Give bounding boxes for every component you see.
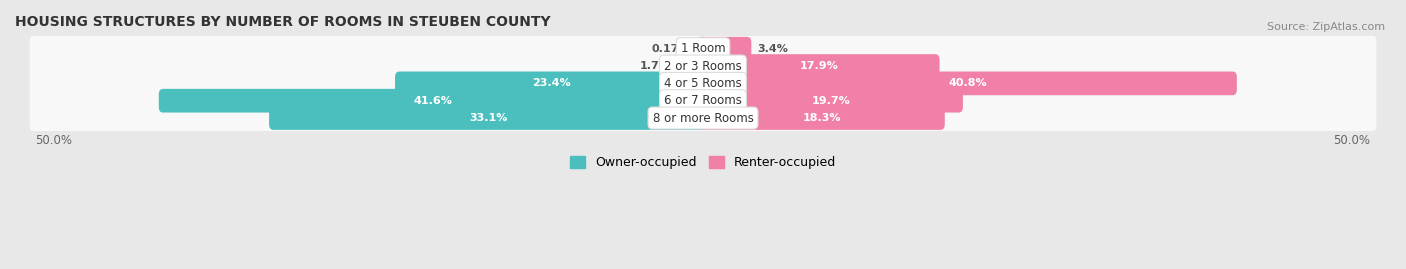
Text: 0.17%: 0.17% <box>652 44 690 54</box>
FancyBboxPatch shape <box>699 37 751 61</box>
FancyBboxPatch shape <box>395 72 707 95</box>
FancyBboxPatch shape <box>30 87 1376 115</box>
FancyBboxPatch shape <box>699 89 963 112</box>
Text: 2 or 3 Rooms: 2 or 3 Rooms <box>664 59 742 73</box>
Legend: Owner-occupied, Renter-occupied: Owner-occupied, Renter-occupied <box>565 151 841 174</box>
Text: 1 Room: 1 Room <box>681 42 725 55</box>
Text: 8 or more Rooms: 8 or more Rooms <box>652 112 754 125</box>
FancyBboxPatch shape <box>159 89 707 112</box>
Text: 41.6%: 41.6% <box>413 96 453 106</box>
Text: 1.7%: 1.7% <box>640 61 671 71</box>
Text: 4 or 5 Rooms: 4 or 5 Rooms <box>664 77 742 90</box>
FancyBboxPatch shape <box>30 104 1376 132</box>
Text: Source: ZipAtlas.com: Source: ZipAtlas.com <box>1267 22 1385 31</box>
FancyBboxPatch shape <box>30 52 1376 80</box>
Text: 3.4%: 3.4% <box>758 44 789 54</box>
FancyBboxPatch shape <box>30 69 1376 98</box>
Text: 17.9%: 17.9% <box>800 61 838 71</box>
FancyBboxPatch shape <box>30 34 1376 63</box>
FancyBboxPatch shape <box>30 104 1376 132</box>
Text: 6 or 7 Rooms: 6 or 7 Rooms <box>664 94 742 107</box>
FancyBboxPatch shape <box>30 69 1376 97</box>
Text: 33.1%: 33.1% <box>470 113 508 123</box>
Text: 19.7%: 19.7% <box>811 96 851 106</box>
FancyBboxPatch shape <box>676 54 707 78</box>
FancyBboxPatch shape <box>699 54 939 78</box>
Text: 23.4%: 23.4% <box>531 78 571 89</box>
Text: 40.8%: 40.8% <box>949 78 987 89</box>
FancyBboxPatch shape <box>699 106 945 130</box>
FancyBboxPatch shape <box>269 106 707 130</box>
Text: 18.3%: 18.3% <box>803 113 841 123</box>
Text: HOUSING STRUCTURES BY NUMBER OF ROOMS IN STEUBEN COUNTY: HOUSING STRUCTURES BY NUMBER OF ROOMS IN… <box>15 15 551 29</box>
FancyBboxPatch shape <box>30 52 1376 80</box>
FancyBboxPatch shape <box>30 35 1376 63</box>
FancyBboxPatch shape <box>699 72 1237 95</box>
FancyBboxPatch shape <box>696 37 707 61</box>
FancyBboxPatch shape <box>30 87 1376 115</box>
